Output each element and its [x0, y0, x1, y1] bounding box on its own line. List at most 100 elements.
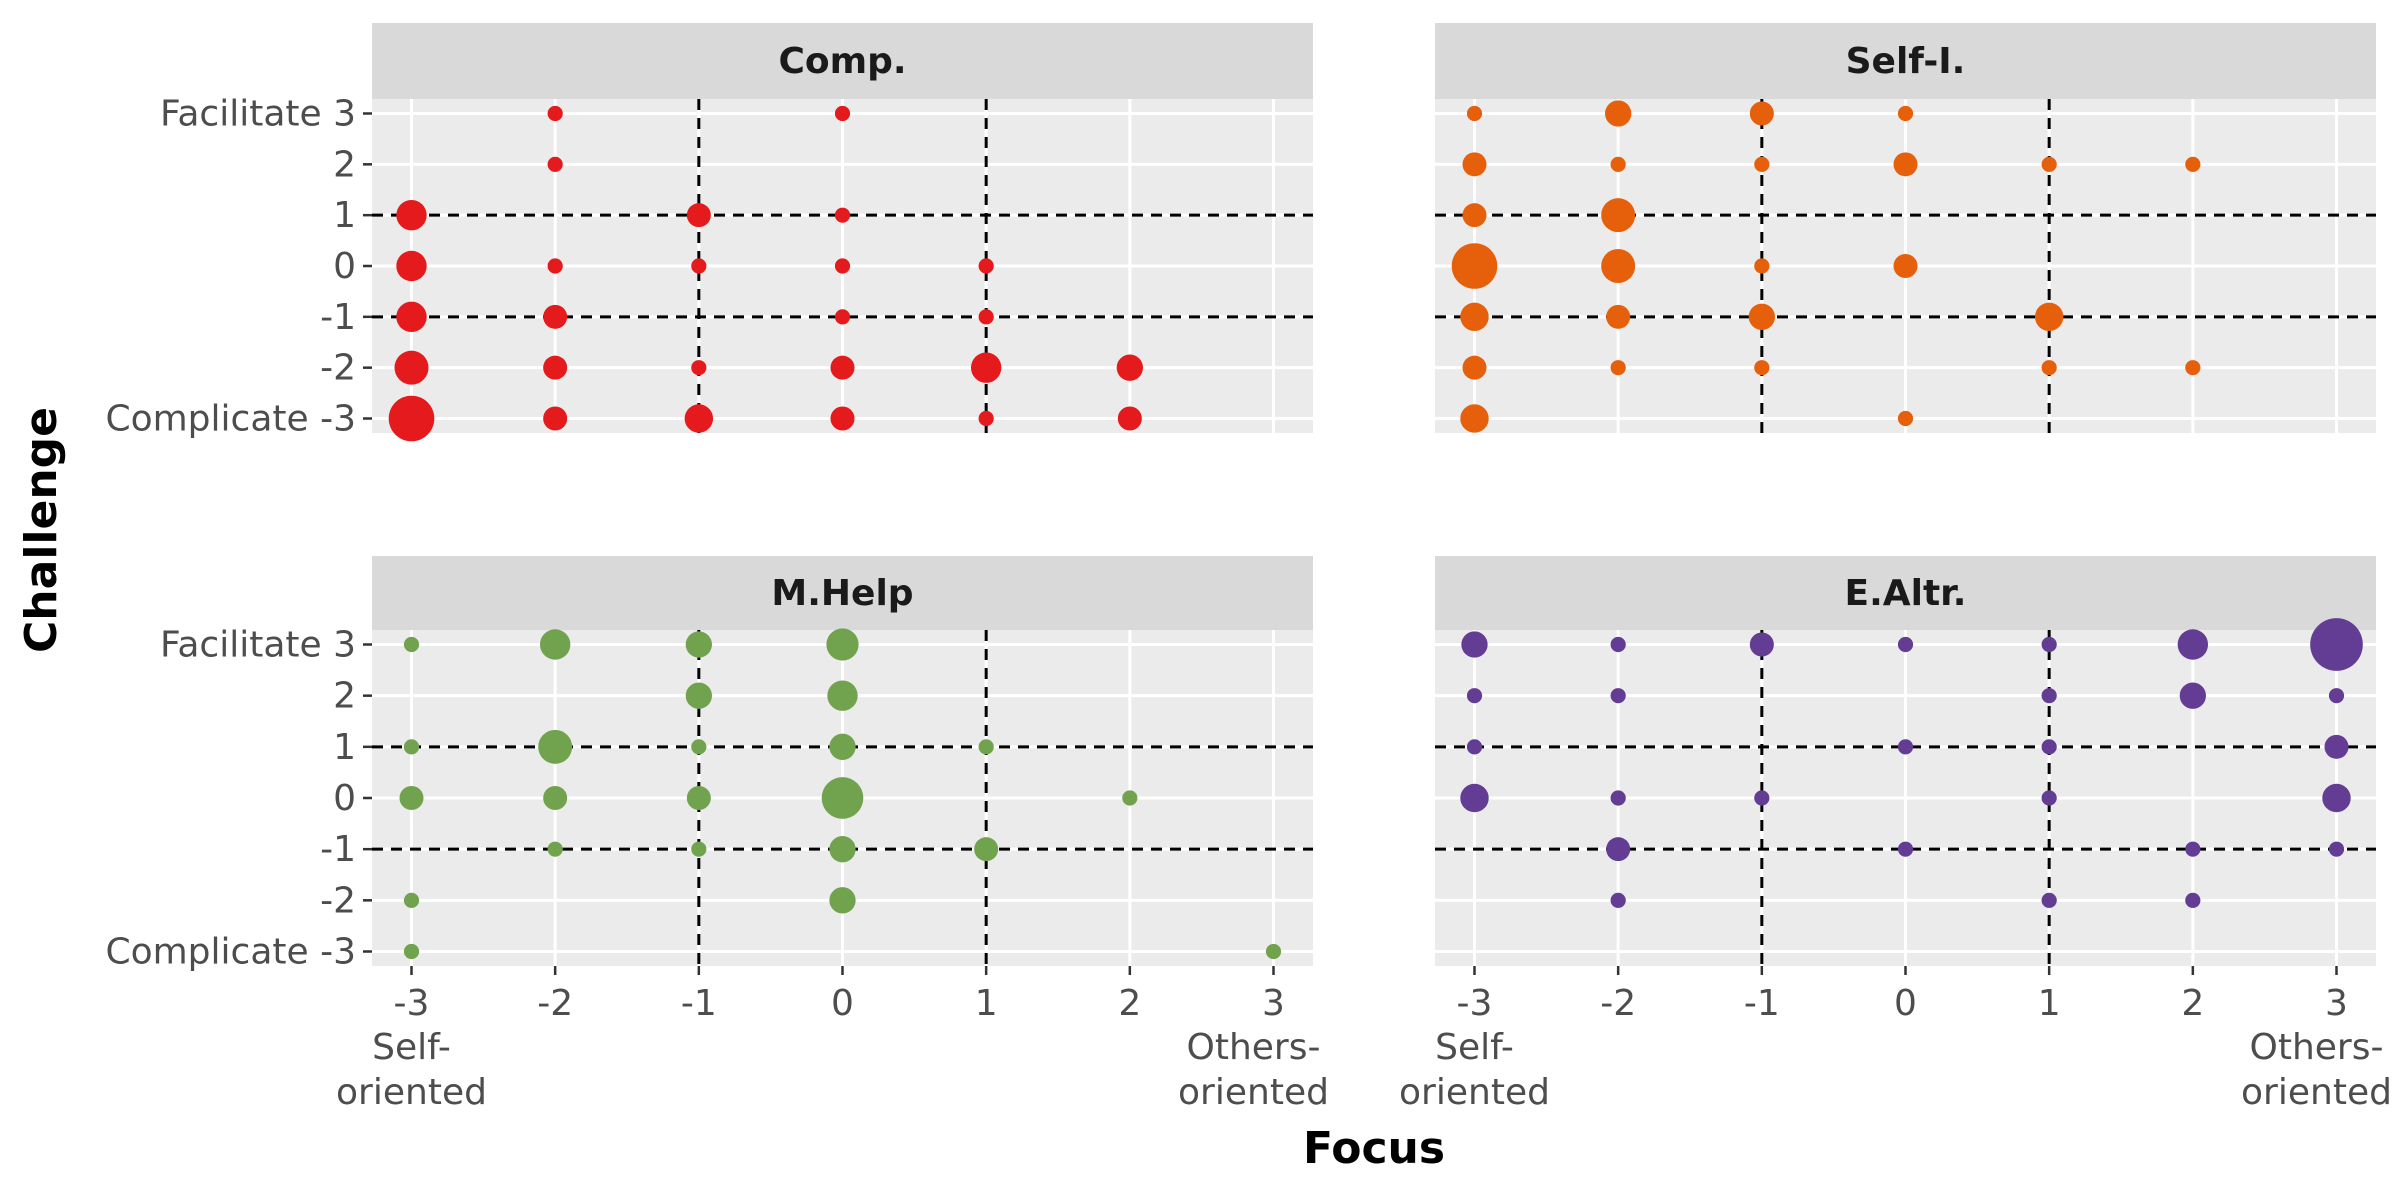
- data-point: [388, 395, 435, 442]
- data-point: [396, 199, 427, 231]
- data-point: [1748, 303, 1775, 330]
- data-point: [2185, 360, 2201, 376]
- data-point: [834, 258, 851, 274]
- data-point: [826, 628, 859, 661]
- data-point: [1897, 841, 1914, 857]
- data-point: [403, 892, 420, 908]
- data-point: [396, 301, 427, 333]
- data-point: [2041, 636, 2057, 653]
- data-point: [685, 631, 712, 658]
- data-point: [686, 203, 711, 228]
- data-point: [684, 404, 714, 433]
- data-point: [2034, 302, 2064, 332]
- data-point: [1265, 943, 1282, 960]
- data-point: [970, 352, 1002, 383]
- data-point: [1601, 249, 1636, 283]
- data-point: [978, 410, 994, 427]
- data-point: [543, 785, 568, 811]
- data-point: [2041, 739, 2057, 755]
- data-point: [1466, 688, 1483, 704]
- y-tick-label: -2: [320, 880, 356, 921]
- data-point: [1462, 203, 1487, 228]
- data-point: [1606, 304, 1631, 329]
- data-point: [1754, 790, 1770, 806]
- y-tick-label: Facilitate 3: [160, 94, 356, 135]
- data-point: [974, 837, 999, 862]
- facet-title: E.Altr.: [1845, 573, 1967, 614]
- data-point: [1466, 739, 1483, 755]
- data-point: [1897, 410, 1914, 427]
- data-point: [829, 887, 856, 914]
- data-point: [2310, 618, 2363, 671]
- facet-strip: [1435, 23, 2376, 99]
- data-point: [1462, 355, 1487, 380]
- panel-3: E.Altr. -3 -2 -1 0 1 2 3 Self-oriented Others-ori…: [1399, 556, 2392, 1113]
- data-point: [2324, 734, 2349, 759]
- data-point: [1460, 302, 1489, 332]
- data-point: [403, 943, 420, 960]
- data-point: [2041, 790, 2057, 806]
- data-point: [1462, 152, 1487, 177]
- x-end-label-right: Others-oriented: [2241, 1027, 2392, 1113]
- facet-title: Self-I.: [1846, 41, 1966, 82]
- data-point: [2177, 629, 2209, 660]
- panel-1: Self-I.: [1435, 23, 2376, 433]
- data-point: [829, 836, 856, 863]
- y-tick-label: -2: [320, 348, 356, 389]
- data-point: [1460, 404, 1489, 433]
- data-point: [2185, 892, 2201, 908]
- data-point: [691, 258, 707, 274]
- panel-0: Comp. Complicate -3 -2 -1 0 1 2 Facilitate 3: [105, 23, 1313, 442]
- data-point: [691, 360, 707, 376]
- data-point: [1893, 152, 1918, 177]
- data-point: [827, 680, 858, 711]
- data-point: [1754, 156, 1770, 172]
- data-point: [1601, 198, 1636, 233]
- data-point: [538, 729, 573, 764]
- data-point: [691, 739, 707, 755]
- x-tick-label: -2: [1600, 983, 1636, 1024]
- data-point: [978, 739, 994, 755]
- data-point: [547, 105, 563, 122]
- data-point: [1749, 101, 1774, 126]
- x-end-label-left: Self-oriented: [336, 1027, 487, 1113]
- y-tick-label: -1: [320, 829, 356, 870]
- data-point: [834, 309, 851, 325]
- data-point: [686, 785, 711, 811]
- data-point: [2041, 688, 2057, 704]
- data-point: [539, 629, 571, 660]
- data-point: [1893, 253, 1918, 279]
- data-point: [2041, 156, 2057, 172]
- x-tick-label: -1: [1744, 983, 1780, 1024]
- x-tick-label: 3: [2325, 983, 2348, 1024]
- data-point: [1451, 243, 1498, 289]
- x-tick-label: 0: [831, 983, 854, 1024]
- x-tick-label: 2: [1118, 983, 1141, 1024]
- data-point: [547, 156, 563, 172]
- data-point: [1610, 892, 1626, 908]
- data-point: [547, 841, 563, 857]
- data-point: [543, 406, 568, 431]
- data-point: [1610, 790, 1626, 806]
- x-end-label-left: Self-oriented: [1399, 1027, 1550, 1113]
- x-tick-label: -2: [537, 983, 573, 1024]
- data-point: [2322, 783, 2351, 813]
- x-tick-label: 0: [1894, 983, 1917, 1024]
- data-point: [1122, 790, 1138, 806]
- x-tick-label: -3: [394, 983, 430, 1024]
- data-point: [2041, 360, 2057, 376]
- data-point: [978, 258, 994, 274]
- data-point: [829, 733, 856, 760]
- data-point: [543, 304, 568, 329]
- data-point: [830, 355, 855, 380]
- facet-strip: [1435, 556, 2376, 630]
- y-tick-label: Complicate -3: [105, 399, 356, 440]
- y-axis-title: Challenge: [16, 407, 67, 653]
- data-point: [978, 309, 994, 325]
- data-point: [834, 207, 851, 223]
- y-tick-label: 2: [333, 676, 356, 717]
- y-tick-label: 0: [333, 246, 356, 287]
- data-point: [1117, 406, 1142, 431]
- x-tick-label: 1: [2038, 983, 2061, 1024]
- data-point: [2041, 892, 2057, 908]
